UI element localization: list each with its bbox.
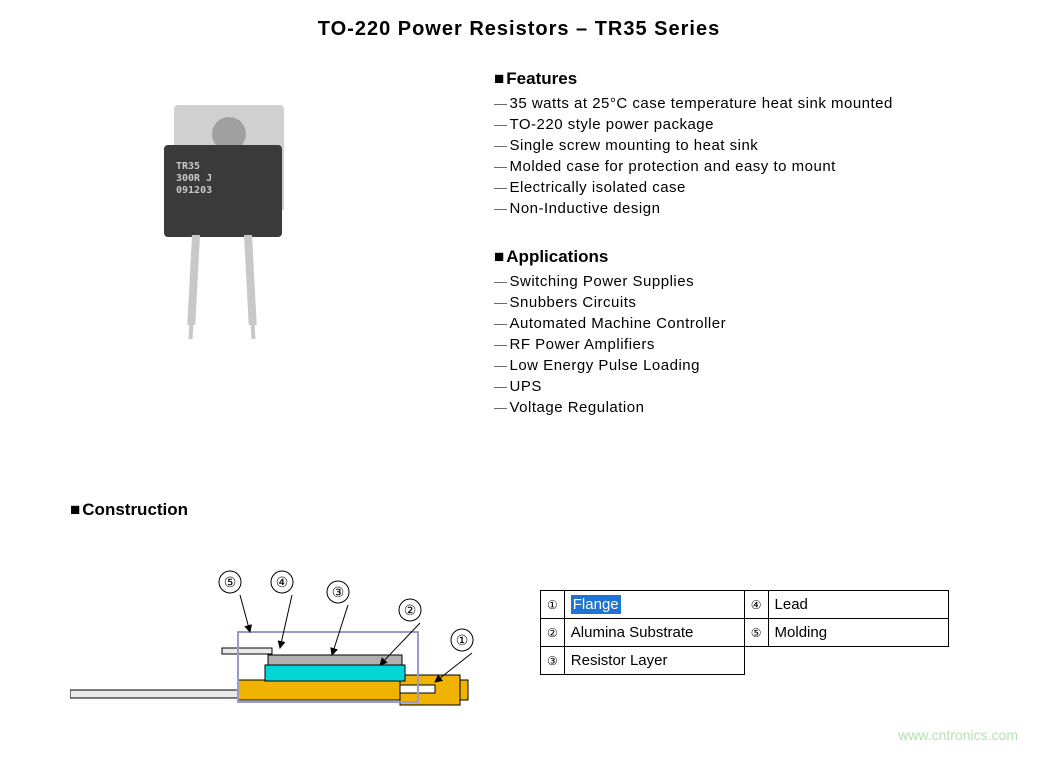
diagram-callout-label: ⑤ bbox=[224, 574, 237, 590]
legend-num: ⑤ bbox=[744, 619, 768, 647]
application-item: Snubbers Circuits bbox=[494, 294, 1014, 311]
marking-line3: 091203 bbox=[176, 185, 212, 197]
diagram-arrow bbox=[332, 605, 348, 655]
applications-heading: Applications bbox=[494, 247, 1014, 267]
construction-diagram: ⑤ ④ ③ ② ① bbox=[70, 540, 490, 730]
text-column: Features 35 watts at 25°C case temperatu… bbox=[484, 65, 1014, 420]
diagram-callout-label: ③ bbox=[332, 584, 345, 600]
feature-item: Molded case for protection and easy to m… bbox=[494, 158, 1014, 175]
legend-text-4: Lead bbox=[768, 591, 948, 619]
feature-item: Electrically isolated case bbox=[494, 179, 1014, 196]
legend-text-1: Flange bbox=[564, 591, 744, 619]
application-item: Automated Machine Controller bbox=[494, 315, 1014, 332]
legend-num: ② bbox=[541, 619, 565, 647]
legend-num: ① bbox=[541, 591, 565, 619]
diagram-layer-base bbox=[70, 690, 238, 698]
table-row: ③ Resistor Layer bbox=[541, 647, 949, 675]
application-item: Low Energy Pulse Loading bbox=[494, 357, 1014, 374]
watermark: www.cntronics.com bbox=[898, 727, 1018, 743]
legend-text-3: Resistor Layer bbox=[564, 647, 744, 675]
diagram-callout-label: ④ bbox=[276, 574, 289, 590]
application-item: Switching Power Supplies bbox=[494, 273, 1014, 290]
application-item: Voltage Regulation bbox=[494, 399, 1014, 416]
diagram-arrow bbox=[240, 595, 250, 632]
feature-item: 35 watts at 25°C case temperature heat s… bbox=[494, 95, 1014, 112]
marking-line1: TR35 bbox=[176, 161, 212, 173]
legend-num: ④ bbox=[744, 591, 768, 619]
page-title: TO-220 Power Resistors – TR35 Series bbox=[0, 0, 1038, 65]
component-pin-2 bbox=[244, 235, 257, 325]
product-image: TR35 300R J 091203 bbox=[24, 65, 484, 420]
marking-line2: 300R J bbox=[176, 173, 212, 185]
feature-item: Non-Inductive design bbox=[494, 200, 1014, 217]
legend-num: ③ bbox=[541, 647, 565, 675]
diagram-arrow bbox=[280, 595, 292, 648]
construction-heading: Construction bbox=[70, 500, 188, 520]
feature-item: Single screw mounting to heat sink bbox=[494, 137, 1014, 154]
component-photo: TR35 300R J 091203 bbox=[164, 105, 324, 335]
component-marking: TR35 300R J 091203 bbox=[176, 161, 212, 197]
legend-text-2: Alumina Substrate bbox=[564, 619, 744, 647]
application-item: UPS bbox=[494, 378, 1014, 395]
feature-item: TO-220 style power package bbox=[494, 116, 1014, 133]
table-row: ② Alumina Substrate ⑤ Molding bbox=[541, 619, 949, 647]
table-row: ① Flange ④ Lead bbox=[541, 591, 949, 619]
diagram-layer-substrate bbox=[265, 665, 405, 681]
features-heading: Features bbox=[494, 69, 1014, 89]
diagram-callout-label: ① bbox=[456, 632, 469, 648]
application-item: RF Power Amplifiers bbox=[494, 336, 1014, 353]
diagram-callout-label: ② bbox=[404, 602, 417, 618]
component-pin-1 bbox=[187, 235, 200, 325]
construction-legend-table: ① Flange ④ Lead ② Alumina Substrate ⑤ Mo… bbox=[540, 590, 949, 675]
diagram-layer-lead bbox=[222, 648, 272, 654]
legend-text-5: Molding bbox=[768, 619, 948, 647]
top-section: TR35 300R J 091203 Features 35 watts at … bbox=[0, 65, 1038, 420]
